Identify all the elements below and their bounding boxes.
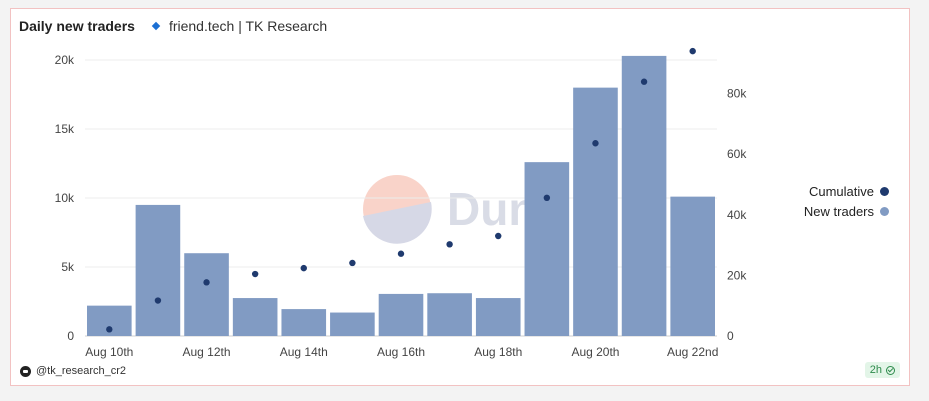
y-left-tick-label: 0 xyxy=(67,329,74,343)
y-right-tick-label: 40k xyxy=(727,208,747,222)
author-handle: @tk_research_cr2 xyxy=(36,365,127,377)
bar-new-traders[interactable] xyxy=(427,293,472,336)
bar-new-traders[interactable] xyxy=(232,298,278,336)
y-right-tick-label: 60k xyxy=(727,147,747,161)
chart-card: Daily new traders friend.tech | TK Resea… xyxy=(10,8,910,386)
legend-swatch-new-traders xyxy=(880,206,889,216)
x-tick-label: Aug 20th xyxy=(571,345,619,359)
x-tick-label: Aug 12th xyxy=(183,345,231,359)
author-credit[interactable]: @tk_research_cr2 xyxy=(20,365,126,377)
chart-legend: Cumulative New traders xyxy=(804,181,889,221)
dot-cumulative[interactable] xyxy=(446,241,453,248)
watermark-logo-bottom xyxy=(363,202,432,244)
x-tick-label: Aug 14th xyxy=(280,345,328,359)
bar-new-traders[interactable] xyxy=(135,204,181,336)
legend-item-new-traders[interactable]: New traders xyxy=(804,201,889,221)
bar-new-traders[interactable] xyxy=(378,293,424,336)
dot-cumulative[interactable] xyxy=(543,194,551,202)
dot-cumulative[interactable] xyxy=(203,279,210,286)
dot-cumulative[interactable] xyxy=(106,326,113,333)
chart-title: Daily new traders xyxy=(19,18,135,34)
y-left-tick-label: 10k xyxy=(55,191,75,205)
check-circle-icon xyxy=(886,365,895,375)
x-tick-label: Aug 22nd xyxy=(667,345,718,359)
bar-new-traders[interactable] xyxy=(621,55,667,336)
y-right-tick-label: 0 xyxy=(727,329,734,343)
bar-new-traders[interactable] xyxy=(670,196,715,336)
freshness-age: 2h xyxy=(869,364,882,376)
bar-new-traders[interactable] xyxy=(475,298,521,336)
legend-swatch-cumulative xyxy=(880,186,889,196)
bar-new-traders[interactable] xyxy=(281,309,327,336)
bar-new-traders[interactable] xyxy=(573,87,618,336)
x-tick-label: Aug 18th xyxy=(474,345,522,359)
bar-new-traders[interactable] xyxy=(524,162,570,336)
bar-new-traders[interactable] xyxy=(184,253,229,336)
dot-cumulative[interactable] xyxy=(251,270,259,278)
x-tick-label: Aug 16th xyxy=(377,345,425,359)
dot-cumulative[interactable] xyxy=(349,259,356,267)
chart-header: Daily new traders friend.tech | TK Resea… xyxy=(19,18,327,34)
dot-cumulative[interactable] xyxy=(397,250,405,257)
dot-cumulative[interactable] xyxy=(495,232,502,240)
legend-label-new-traders: New traders xyxy=(803,203,874,219)
freshness-badge[interactable]: 2h xyxy=(864,362,900,378)
dot-cumulative[interactable] xyxy=(300,264,307,272)
y-right-tick-label: 20k xyxy=(727,268,747,282)
legend-item-cumulative[interactable]: Cumulative xyxy=(804,181,889,201)
author-avatar-icon xyxy=(20,365,31,377)
y-left-tick-label: 20k xyxy=(55,53,75,67)
y-right-tick-label: 80k xyxy=(727,87,747,101)
dot-cumulative[interactable] xyxy=(154,297,162,304)
x-tick-label: Aug 10th xyxy=(85,345,133,359)
bar-new-traders[interactable] xyxy=(330,312,375,336)
y-left-tick-label: 5k xyxy=(61,260,75,274)
y-left-tick-label: 15k xyxy=(55,122,75,136)
dot-cumulative[interactable] xyxy=(689,47,696,55)
dot-cumulative[interactable] xyxy=(592,140,599,147)
legend-label-cumulative: Cumulative xyxy=(808,183,874,199)
dot-cumulative[interactable] xyxy=(640,78,648,85)
chart-subtitle: friend.tech | TK Research xyxy=(168,18,328,34)
